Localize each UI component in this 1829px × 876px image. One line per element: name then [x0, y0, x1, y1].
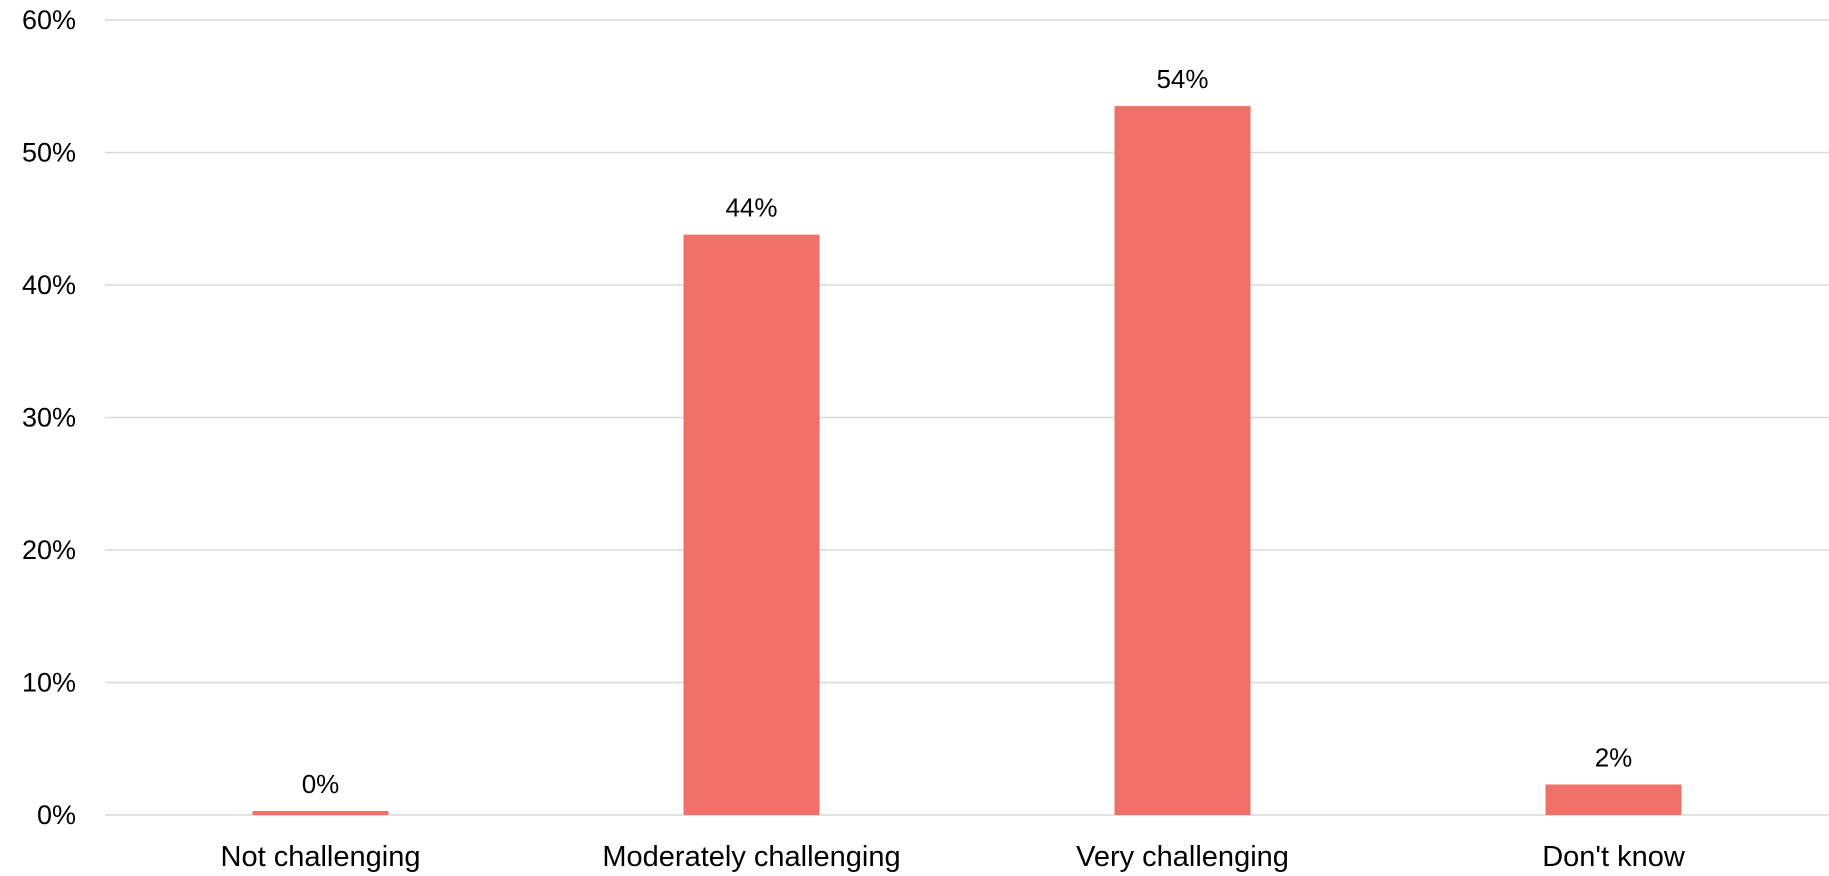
y-tick-label: 40%	[22, 270, 76, 300]
category-label: Don't know	[1542, 841, 1686, 873]
bars	[252, 106, 1682, 815]
data-label: 44%	[725, 193, 777, 223]
data-label: 2%	[1595, 743, 1633, 773]
x-axis-category-labels: Not challenging Moderately challenging Ver…	[221, 841, 1686, 873]
bar	[252, 811, 389, 815]
bar	[683, 234, 820, 815]
bar	[1545, 784, 1682, 815]
y-tick-label: 60%	[22, 5, 76, 35]
y-tick-label: 30%	[22, 403, 76, 433]
data-label: 54%	[1156, 64, 1208, 94]
category-label: Moderately challenging	[602, 841, 900, 873]
y-tick-label: 10%	[22, 668, 76, 698]
gridlines	[105, 19, 1829, 816]
category-label: Not challenging	[221, 841, 421, 873]
y-axis-tick-labels: 0% 10% 20% 30% 40% 50% 60%	[22, 5, 76, 830]
data-label: 0%	[302, 769, 340, 799]
category-label: Very challenging	[1076, 841, 1289, 873]
data-labels: 0% 44% 54% 2%	[302, 64, 1633, 799]
y-tick-label: 0%	[37, 800, 76, 830]
y-tick-label: 50%	[22, 138, 76, 168]
bar	[1114, 106, 1251, 815]
y-tick-label: 20%	[22, 535, 76, 565]
